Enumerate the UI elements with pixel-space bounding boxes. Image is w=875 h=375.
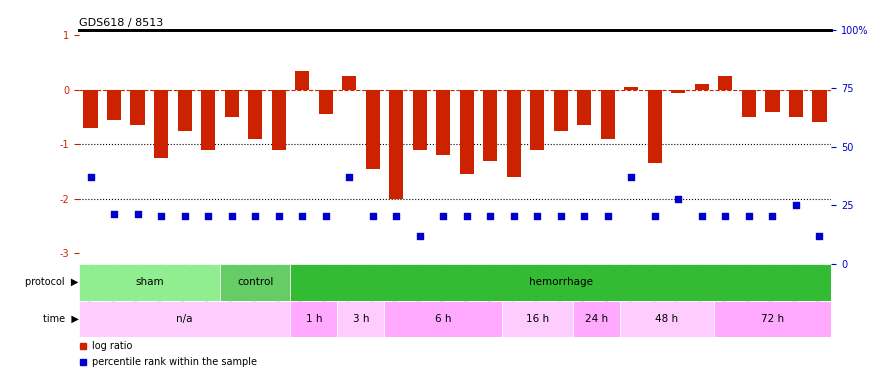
Text: control: control <box>237 277 273 287</box>
Bar <box>130 90 144 125</box>
Bar <box>507 90 521 177</box>
Bar <box>225 90 239 117</box>
Point <box>742 213 756 219</box>
Bar <box>178 90 192 130</box>
Bar <box>572 301 620 338</box>
Bar <box>742 90 756 117</box>
Point <box>413 232 427 238</box>
Point <box>671 196 685 202</box>
Point <box>83 174 97 180</box>
Bar <box>79 301 290 338</box>
Text: GDS618 / 8513: GDS618 / 8513 <box>79 18 163 28</box>
Point <box>248 213 262 219</box>
Bar <box>413 90 427 150</box>
Text: protocol  ▶: protocol ▶ <box>25 277 79 287</box>
Text: 24 h: 24 h <box>584 314 607 324</box>
Point <box>554 213 568 219</box>
Text: percentile rank within the sample: percentile rank within the sample <box>92 357 257 367</box>
Text: 16 h: 16 h <box>526 314 549 324</box>
Bar <box>338 301 384 338</box>
Point <box>225 213 239 219</box>
Point <box>342 174 356 180</box>
Text: 72 h: 72 h <box>761 314 784 324</box>
Bar <box>318 90 332 114</box>
Point <box>578 213 592 219</box>
Point <box>718 213 732 219</box>
Point <box>766 213 780 219</box>
Text: sham: sham <box>135 277 164 287</box>
Text: n/a: n/a <box>177 314 192 324</box>
Point <box>507 213 521 219</box>
Bar <box>554 90 568 130</box>
Point <box>154 213 168 219</box>
Bar <box>201 90 215 150</box>
Point <box>178 213 192 219</box>
Bar <box>384 301 502 338</box>
Bar <box>620 301 714 338</box>
Bar <box>154 90 168 158</box>
Bar <box>290 301 338 338</box>
Bar <box>389 90 403 199</box>
Point <box>530 213 544 219</box>
Bar <box>718 76 732 90</box>
Bar <box>578 90 592 125</box>
Text: time  ▶: time ▶ <box>43 314 79 324</box>
Bar <box>766 90 780 112</box>
Point <box>437 213 451 219</box>
Point <box>318 213 332 219</box>
Point <box>648 213 662 219</box>
Point <box>695 213 709 219</box>
Bar <box>290 264 831 301</box>
Text: 1 h: 1 h <box>305 314 322 324</box>
Bar <box>483 90 497 160</box>
Bar <box>437 90 451 155</box>
Point <box>366 213 380 219</box>
Bar <box>107 90 121 120</box>
Bar <box>813 90 827 123</box>
Point <box>107 211 121 217</box>
Bar <box>248 90 262 139</box>
Bar <box>342 76 356 90</box>
Point <box>389 213 403 219</box>
Bar <box>366 90 380 169</box>
Bar <box>625 87 639 90</box>
Bar <box>271 90 285 150</box>
Text: 3 h: 3 h <box>353 314 369 324</box>
Bar <box>789 90 803 117</box>
Point <box>271 213 285 219</box>
Point <box>483 213 497 219</box>
Text: hemorrhage: hemorrhage <box>528 277 593 287</box>
Bar <box>502 301 572 338</box>
Bar <box>695 84 709 90</box>
Bar <box>295 71 309 90</box>
Bar <box>79 264 220 301</box>
Text: log ratio: log ratio <box>92 341 133 351</box>
Bar <box>220 264 290 301</box>
Point <box>130 211 144 217</box>
Text: 6 h: 6 h <box>435 314 452 324</box>
Bar <box>648 90 662 163</box>
Point <box>601 213 615 219</box>
Text: 48 h: 48 h <box>655 314 678 324</box>
Bar <box>714 301 831 338</box>
Bar <box>459 90 474 174</box>
Bar <box>530 90 544 150</box>
Point <box>459 213 473 219</box>
Point <box>813 232 827 238</box>
Point <box>789 202 803 208</box>
Point <box>201 213 215 219</box>
Bar <box>671 90 685 93</box>
Point <box>295 213 309 219</box>
Bar <box>83 90 98 128</box>
Bar <box>601 90 615 139</box>
Point <box>625 174 639 180</box>
